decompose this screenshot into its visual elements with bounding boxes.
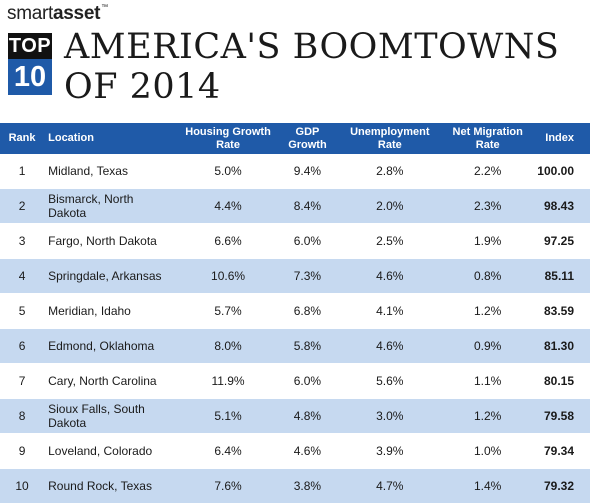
- header-location: Location: [44, 123, 179, 154]
- cell-housing: 11.9%: [178, 363, 278, 399]
- cell-rank: 1: [0, 154, 45, 189]
- cell-gdp: 4.6%: [277, 433, 338, 469]
- cell-rank: 2: [0, 188, 45, 224]
- trademark-mark: ™: [101, 4, 108, 11]
- cell-unemployment: 5.6%: [337, 363, 443, 399]
- cell-unemployment: 4.1%: [337, 293, 443, 329]
- cell-index: 85.11: [533, 258, 590, 294]
- cell-index: 79.34: [533, 433, 590, 469]
- cell-rank: 5: [0, 293, 45, 329]
- logo-text-light: smart: [7, 3, 54, 24]
- page-title: AMERICA'S BOOMTOWNS OF 2014: [64, 27, 559, 107]
- cell-rank: 8: [0, 398, 45, 434]
- table-row: 6 Edmond, Oklahoma 8.0% 5.8% 4.6% 0.9% 8…: [0, 328, 590, 364]
- cell-rank: 4: [0, 258, 45, 294]
- cell-index: 97.25: [533, 223, 590, 259]
- cell-gdp: 9.4%: [277, 154, 338, 189]
- table-row: 8 Sioux Falls, South Dakota 5.1% 4.8% 3.…: [0, 398, 590, 434]
- title-line-1: AMERICA'S BOOMTOWNS: [64, 27, 560, 67]
- cell-location: Cary, North Carolina: [44, 363, 179, 399]
- cell-migration: 0.9%: [442, 328, 534, 364]
- cell-location: Meridian, Idaho: [44, 293, 179, 329]
- header-net-migration: Net Migration Rate: [442, 123, 534, 154]
- table-row: 10 Round Rock, Texas 7.6% 3.8% 4.7% 1.4%…: [0, 468, 590, 504]
- header-housing-growth: Housing Growth Rate: [178, 123, 278, 154]
- cell-index: 81.30: [533, 328, 590, 364]
- cell-index: 80.15: [533, 363, 590, 399]
- table-row: 4 Springdale, Arkansas 10.6% 7.3% 4.6% 0…: [0, 258, 590, 294]
- cell-migration: 2.2%: [442, 154, 534, 189]
- table-row: 7 Cary, North Carolina 11.9% 6.0% 5.6% 1…: [0, 363, 590, 399]
- cell-migration: 2.3%: [442, 188, 534, 224]
- cell-housing: 5.1%: [178, 398, 278, 434]
- cell-unemployment: 4.6%: [337, 328, 443, 364]
- title-line-2: OF 2014: [64, 67, 221, 107]
- cell-housing: 4.4%: [178, 188, 278, 224]
- cell-location: Midland, Texas: [44, 154, 179, 189]
- table-row: 5 Meridian, Idaho 5.7% 6.8% 4.1% 1.2% 83…: [0, 293, 590, 329]
- header-index: Index: [533, 123, 590, 154]
- cell-gdp: 4.8%: [277, 398, 338, 434]
- smartasset-logo: smartasset™: [7, 3, 108, 25]
- cell-index: 98.43: [533, 188, 590, 224]
- cell-housing: 8.0%: [178, 328, 278, 364]
- cell-migration: 0.8%: [442, 258, 534, 294]
- table-row: 1 Midland, Texas 5.0% 9.4% 2.8% 2.2% 100…: [0, 154, 590, 189]
- table-row: 3 Fargo, North Dakota 6.6% 6.0% 2.5% 1.9…: [0, 223, 590, 259]
- cell-gdp: 6.0%: [277, 363, 338, 399]
- cell-unemployment: 2.5%: [337, 223, 443, 259]
- table-row: 2 Bismarck, North Dakota 4.4% 8.4% 2.0% …: [0, 188, 590, 224]
- cell-unemployment: 2.0%: [337, 188, 443, 224]
- cell-migration: 1.9%: [442, 223, 534, 259]
- badge-top-label: TOP: [8, 33, 52, 59]
- header-rank: Rank: [0, 123, 45, 154]
- cell-housing: 5.0%: [178, 154, 278, 189]
- cell-gdp: 6.0%: [277, 223, 338, 259]
- table-header-row: Rank Location Housing Growth Rate GDP Gr…: [0, 123, 590, 154]
- cell-rank: 9: [0, 433, 45, 469]
- cell-index: 79.58: [533, 398, 590, 434]
- cell-rank: 7: [0, 363, 45, 399]
- cell-location: Loveland, Colorado: [44, 433, 179, 469]
- cell-location: Sioux Falls, South Dakota: [44, 398, 179, 434]
- cell-housing: 7.6%: [178, 468, 278, 504]
- top-10-badge: TOP 10: [8, 33, 52, 95]
- cell-unemployment: 2.8%: [337, 154, 443, 189]
- cell-index: 100.00: [533, 154, 590, 189]
- cell-unemployment: 4.7%: [337, 468, 443, 504]
- cell-migration: 1.0%: [442, 433, 534, 469]
- cell-unemployment: 3.0%: [337, 398, 443, 434]
- cell-migration: 1.2%: [442, 293, 534, 329]
- cell-rank: 6: [0, 328, 45, 364]
- cell-housing: 6.4%: [178, 433, 278, 469]
- cell-migration: 1.1%: [442, 363, 534, 399]
- cell-index: 83.59: [533, 293, 590, 329]
- cell-gdp: 7.3%: [277, 258, 338, 294]
- cell-location: Edmond, Oklahoma: [44, 328, 179, 364]
- badge-number: 10: [8, 59, 52, 95]
- cell-housing: 6.6%: [178, 223, 278, 259]
- cell-rank: 10: [0, 468, 45, 504]
- cell-location: Fargo, North Dakota: [44, 223, 179, 259]
- cell-index: 79.32: [533, 468, 590, 504]
- cell-gdp: 6.8%: [277, 293, 338, 329]
- header-gdp-growth: GDP Growth: [277, 123, 338, 154]
- cell-migration: 1.2%: [442, 398, 534, 434]
- cell-gdp: 3.8%: [277, 468, 338, 504]
- boomtowns-table: Rank Location Housing Growth Rate GDP Gr…: [0, 123, 590, 504]
- cell-housing: 5.7%: [178, 293, 278, 329]
- cell-gdp: 5.8%: [277, 328, 338, 364]
- cell-gdp: 8.4%: [277, 188, 338, 224]
- cell-location: Round Rock, Texas: [44, 468, 179, 504]
- cell-unemployment: 3.9%: [337, 433, 443, 469]
- cell-location: Bismarck, North Dakota: [44, 188, 179, 224]
- header-unemployment: Unemployment Rate: [337, 123, 443, 154]
- cell-location: Springdale, Arkansas: [44, 258, 179, 294]
- cell-unemployment: 4.6%: [337, 258, 443, 294]
- cell-housing: 10.6%: [178, 258, 278, 294]
- table-row: 9 Loveland, Colorado 6.4% 4.6% 3.9% 1.0%…: [0, 433, 590, 469]
- cell-migration: 1.4%: [442, 468, 534, 504]
- logo-text-bold: asset: [53, 3, 101, 24]
- cell-rank: 3: [0, 223, 45, 259]
